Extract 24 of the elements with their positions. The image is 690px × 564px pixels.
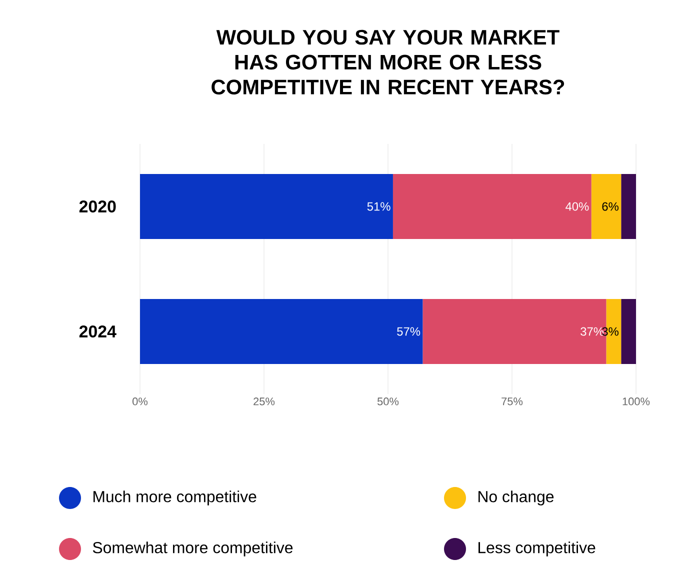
chart-title: WOULD YOU SAY YOUR MARKET HAS GOTTEN MORE OR LESS COMPETITIVE IN RECENT YEARS?: [212, 30, 564, 94]
legend-label: Somewhat more competitive: [92, 542, 293, 556]
y-tick-label: 2024: [79, 326, 116, 338]
bar: [591, 174, 622, 239]
data-label: 3%: [602, 327, 618, 336]
y-tick-label: 2020: [79, 200, 116, 212]
legend-label: No change: [478, 490, 554, 506]
x-tick-label: 25%: [254, 398, 275, 406]
bar: [140, 299, 423, 364]
x-tick-label: 100%: [622, 398, 650, 406]
bar: [140, 174, 393, 239]
data-label: 57%: [397, 327, 420, 336]
data-label: 6%: [602, 202, 618, 211]
legend-label: Much more competitive: [94, 490, 256, 506]
data-label: 40%: [566, 202, 589, 211]
x-tick-label: 50%: [377, 398, 399, 406]
bar: [621, 174, 636, 239]
x-tick-label: 75%: [502, 398, 523, 406]
legend-label: Less competitive: [478, 542, 596, 556]
x-tick-label: 0%: [132, 398, 148, 406]
data-label: 51%: [367, 202, 390, 211]
data-label: 37%: [580, 327, 604, 336]
bar: [621, 299, 636, 364]
bar: [392, 174, 592, 239]
